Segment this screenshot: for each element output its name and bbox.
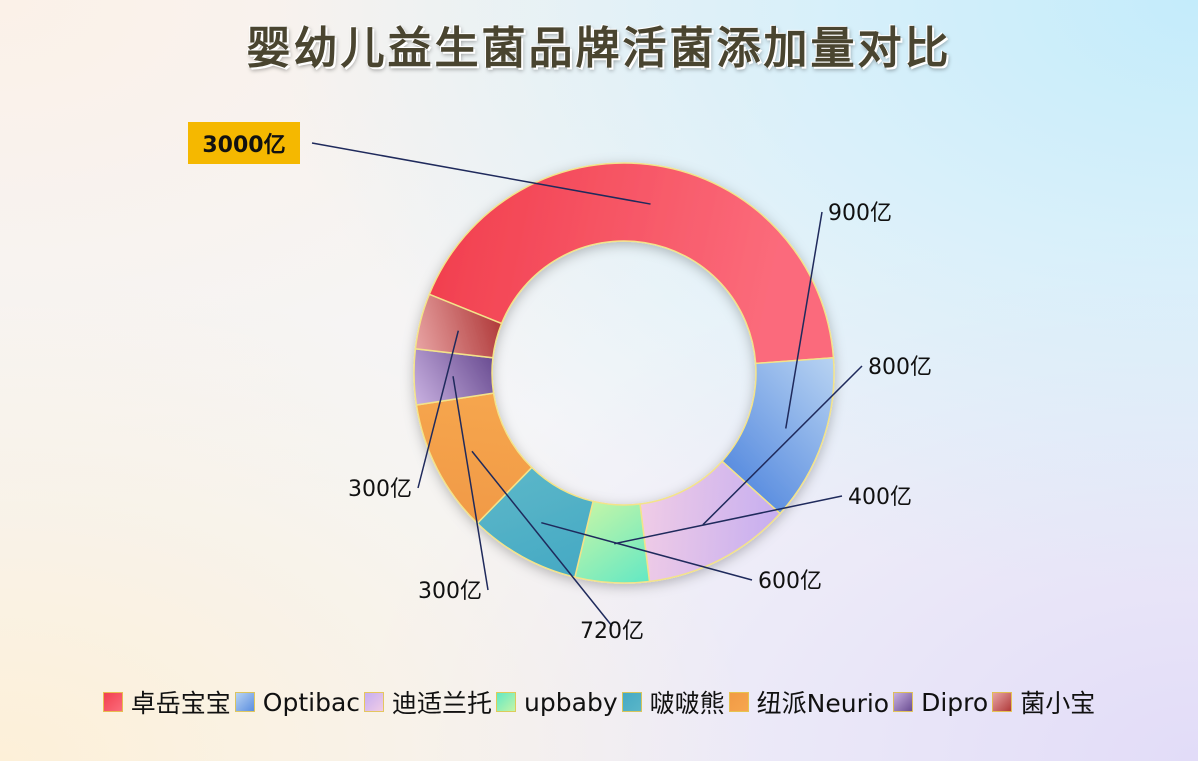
slice-value-label: 800亿 — [868, 355, 932, 380]
highlight-label-box — [188, 122, 300, 164]
slice-value-label: 300亿 — [418, 579, 482, 604]
legend-swatch — [102, 692, 123, 712]
legend-label: Dipro — [921, 687, 989, 717]
legend-item[interactable]: 纽派Neurio — [728, 684, 890, 720]
legend-swatch — [728, 692, 749, 712]
slice-labels: 3000亿 900亿 800亿 400亿 600亿 720亿 300亿 300亿 — [188, 122, 932, 644]
legend-label: upbaby — [524, 687, 618, 717]
legend-item[interactable]: Dipro — [893, 688, 988, 717]
legend-swatch — [992, 692, 1013, 712]
legend-item[interactable]: 啵啵熊 — [621, 684, 725, 720]
slice-value-label: 600亿 — [758, 569, 822, 594]
legend: 卓岳宝宝 Optibac 迪适兰托 upbaby 啵啵熊 纽派Neurio Dipro 菌小宝 — [0, 684, 1198, 720]
leader-line — [785, 211, 823, 429]
leader-line — [702, 365, 863, 526]
legend-label: 纽派Neurio — [756, 689, 890, 718]
legend-label: 啵啵熊 — [649, 689, 725, 718]
legend-swatch — [621, 692, 642, 712]
legend-item[interactable]: 菌小宝 — [992, 684, 1095, 720]
legend-item[interactable]: Optibac — [234, 687, 361, 717]
legend-swatch — [364, 692, 385, 712]
legend-label: Optibac — [262, 687, 361, 717]
legend-swatch — [234, 692, 255, 712]
leader-line — [452, 376, 489, 591]
slice-value-label: 900亿 — [828, 201, 892, 226]
legend-item[interactable]: 迪适兰托 — [364, 684, 492, 720]
slice-卓岳宝宝[interactable] — [428, 162, 835, 365]
slice-value-label: 300亿 — [348, 477, 412, 502]
leader-line — [614, 495, 843, 545]
slice-value-label: 3000亿 — [202, 133, 285, 158]
legend-swatch — [893, 692, 914, 712]
legend-swatch — [496, 692, 517, 712]
leader-line — [471, 450, 613, 627]
legend-item[interactable]: upbaby — [496, 688, 618, 717]
leader-line — [541, 521, 753, 581]
legend-label: 卓岳宝宝 — [130, 689, 231, 718]
chart-title: 婴幼儿益生菌品牌活菌添加量对比 — [246, 23, 952, 74]
legend-label: 迪适兰托 — [392, 689, 493, 718]
leader-line — [417, 330, 460, 489]
legend-label: 菌小宝 — [1020, 689, 1096, 718]
slice-value-label: 720亿 — [580, 619, 644, 644]
leader-line — [311, 142, 651, 205]
legend-item[interactable]: 卓岳宝宝 — [102, 684, 231, 720]
slice-菌小宝[interactable] — [414, 293, 503, 359]
slice-value-label: 400亿 — [848, 485, 912, 510]
